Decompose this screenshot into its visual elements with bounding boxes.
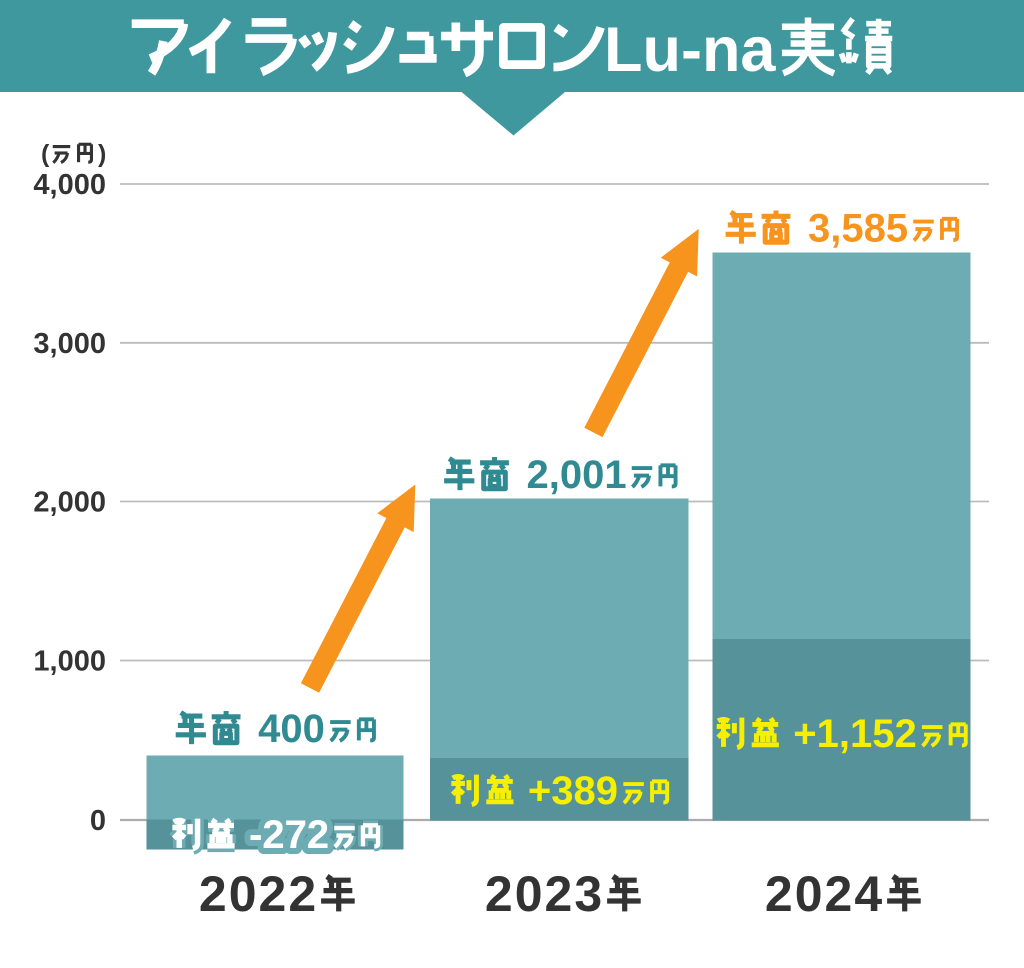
svg-text:+389: +389 <box>528 769 618 813</box>
svg-text:): ) <box>98 140 106 168</box>
svg-text:2,000: 2,000 <box>33 487 106 519</box>
svg-text:+1,152: +1,152 <box>793 712 916 756</box>
svg-text:-272: -272 <box>249 813 329 857</box>
svg-text:Lu-na: Lu-na <box>604 15 776 85</box>
svg-text:3,000: 3,000 <box>33 328 106 360</box>
svg-text:2,001: 2,001 <box>527 453 627 497</box>
svg-text:1,000: 1,000 <box>33 646 106 678</box>
svg-text:2024: 2024 <box>765 866 884 922</box>
svg-text:-272: -272 <box>249 813 329 857</box>
svg-text:2022: 2022 <box>199 866 318 922</box>
svg-text:400: 400 <box>258 707 325 751</box>
svg-text:4,000: 4,000 <box>33 169 106 201</box>
svg-text:2023: 2023 <box>485 866 604 922</box>
svg-text:0: 0 <box>90 805 106 837</box>
svg-text:(: ( <box>41 140 50 168</box>
svg-text:3,585: 3,585 <box>808 207 908 251</box>
